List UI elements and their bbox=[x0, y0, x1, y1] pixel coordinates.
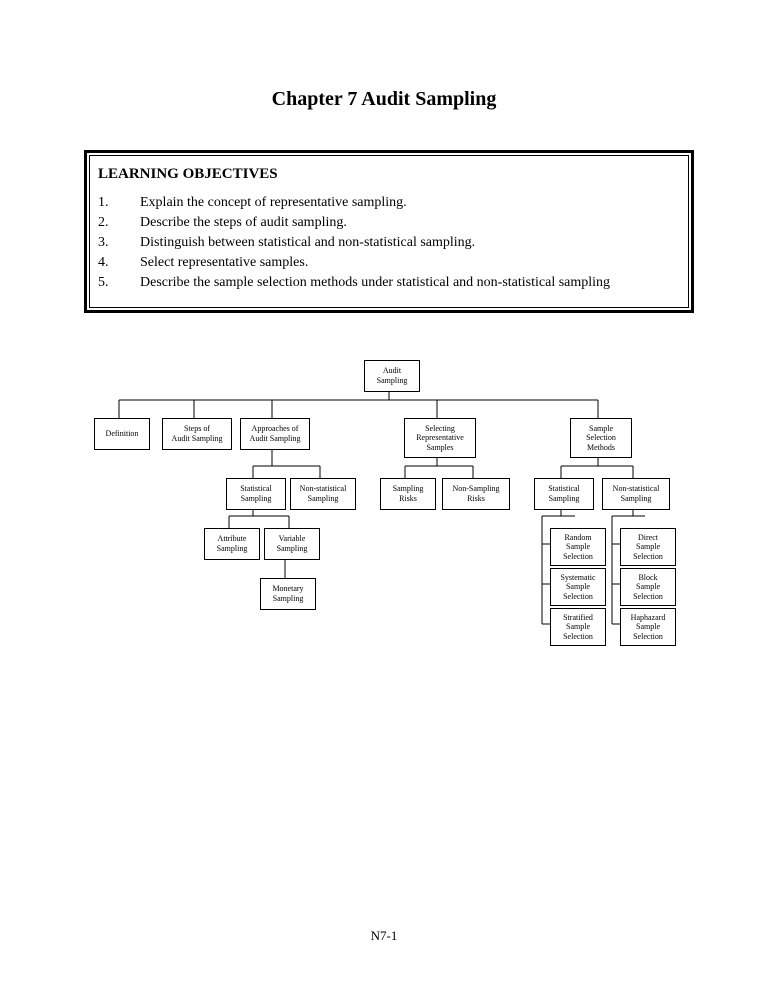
objective-row: 3. Distinguish between statistical and n… bbox=[98, 235, 680, 251]
learning-objectives-inner: LEARNING OBJECTIVES 1. Explain the conce… bbox=[89, 155, 689, 308]
learning-objectives-heading: LEARNING OBJECTIVES bbox=[98, 166, 680, 183]
diagram-node-stat2: StatisticalSampling bbox=[534, 478, 594, 510]
diagram-node-root: AuditSampling bbox=[364, 360, 420, 392]
diagram-node-rand: RandomSampleSelection bbox=[550, 528, 606, 566]
diagram-node-srisk: SamplingRisks bbox=[380, 478, 436, 510]
concept-map: AuditSampling Definition Steps ofAudit Sam… bbox=[84, 360, 704, 720]
diagram-node-attr: AttributeSampling bbox=[204, 528, 260, 560]
diagram-node-methods: SampleSelectionMethods bbox=[570, 418, 632, 458]
diagram-node-stat1: StatisticalSampling bbox=[226, 478, 286, 510]
objective-row: 2. Describe the steps of audit sampling. bbox=[98, 215, 680, 231]
objective-num: 1. bbox=[98, 195, 140, 211]
diagram-node-direct: DirectSampleSelection bbox=[620, 528, 676, 566]
objectives-list: 1. Explain the concept of representative… bbox=[98, 195, 680, 291]
diagram-node-steps: Steps ofAudit Sampling bbox=[162, 418, 232, 450]
objective-text: Explain the concept of representative sa… bbox=[140, 195, 680, 211]
objective-text: Describe the steps of audit sampling. bbox=[140, 215, 680, 231]
objective-text: Describe the sample selection methods un… bbox=[140, 275, 680, 291]
diagram-node-sys: SystematicSampleSelection bbox=[550, 568, 606, 606]
diagram-node-mon: MonetarySampling bbox=[260, 578, 316, 610]
objective-num: 5. bbox=[98, 275, 140, 291]
diagram-node-strat: StratifiedSampleSelection bbox=[550, 608, 606, 646]
diagram-node-select: SelectingRepresentativeSamples bbox=[404, 418, 476, 458]
diagram-node-nstat2: Non-statisticalSampling bbox=[602, 478, 670, 510]
objective-row: 4. Select representative samples. bbox=[98, 255, 680, 271]
objective-num: 3. bbox=[98, 235, 140, 251]
objective-row: 5. Describe the sample selection methods… bbox=[98, 275, 680, 291]
diagram-node-approach: Approaches ofAudit Sampling bbox=[240, 418, 310, 450]
diagram-node-nsrisk: Non-SamplingRisks bbox=[442, 478, 510, 510]
objective-num: 4. bbox=[98, 255, 140, 271]
learning-objectives-box: LEARNING OBJECTIVES 1. Explain the conce… bbox=[84, 150, 694, 313]
chapter-title: Chapter 7 Audit Sampling bbox=[0, 88, 768, 111]
objective-text: Select representative samples. bbox=[140, 255, 680, 271]
page-number: N7-1 bbox=[0, 928, 768, 944]
diagram-node-haph: HaphazardSampleSelection bbox=[620, 608, 676, 646]
objective-num: 2. bbox=[98, 215, 140, 231]
objective-text: Distinguish between statistical and non-… bbox=[140, 235, 680, 251]
diagram-node-def: Definition bbox=[94, 418, 150, 450]
objective-row: 1. Explain the concept of representative… bbox=[98, 195, 680, 211]
diagram-node-nstat1: Non-statisticalSampling bbox=[290, 478, 356, 510]
page: Chapter 7 Audit Sampling LEARNING OBJECT… bbox=[0, 0, 768, 994]
diagram-node-block: BlockSampleSelection bbox=[620, 568, 676, 606]
diagram-node-var: VariableSampling bbox=[264, 528, 320, 560]
